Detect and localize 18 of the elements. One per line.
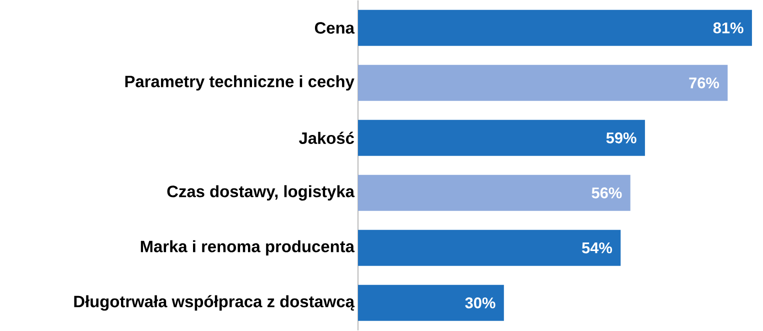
- data-label: 81%: [713, 22, 744, 34]
- bar: [358, 65, 728, 102]
- bar: [358, 120, 645, 156]
- y-tick-label: Czas dostawy, logistyka: [167, 185, 355, 201]
- y-tick-label: Marka i renoma producenta: [140, 240, 355, 256]
- data-label: 54%: [582, 242, 612, 254]
- bar: [358, 230, 621, 266]
- y-tick-label: Długotrwała współpraca z dostawcą: [74, 295, 355, 311]
- y-tick-label: Parametry techniczne i cechy: [125, 75, 354, 91]
- data-label: 56%: [592, 188, 622, 198]
- bar: [358, 284, 504, 321]
- data-label: 76%: [689, 78, 720, 88]
- data-label: 59%: [606, 132, 636, 144]
- bar: [358, 175, 630, 211]
- data-label: 30%: [465, 298, 496, 308]
- y-tick-label: Jakość: [298, 132, 354, 144]
- y-tick-label: Cena: [314, 22, 355, 34]
- bar: [358, 10, 752, 46]
